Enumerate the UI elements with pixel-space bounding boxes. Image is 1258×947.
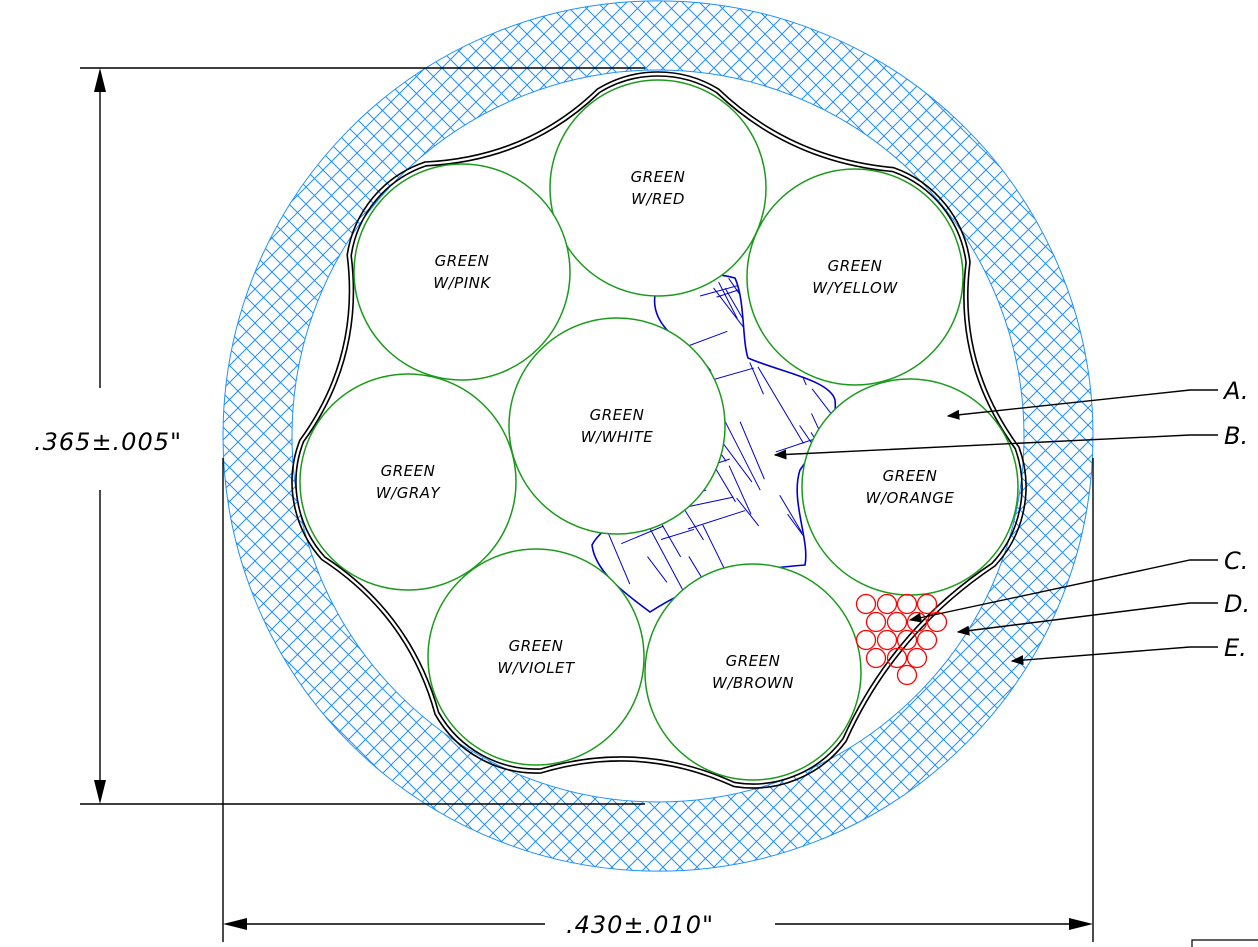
- drain-wire-strands: [855, 593, 948, 686]
- conductors-group: GREENW/REDGREENW/YELLOWGREENW/ORANGEGREE…: [299, 79, 1019, 781]
- callout-leader-a: [946, 389, 1218, 420]
- callout-leader-c: [908, 559, 1218, 623]
- drain-strand: [886, 647, 908, 669]
- dim-height-arrow-bottom: [94, 780, 106, 804]
- dim-width-label: .430±.010": [566, 911, 714, 939]
- drain-strand: [865, 611, 887, 633]
- title-block-corner: [1191, 939, 1258, 947]
- conductor-label-line1: GREEN: [435, 252, 490, 270]
- conductor-label-line1: GREEN: [509, 637, 564, 655]
- conductor-circle: [299, 373, 517, 591]
- shield-outline-outer: [291, 71, 1027, 789]
- drain-strand: [896, 629, 918, 651]
- callout-label-d: D.: [1224, 590, 1250, 618]
- conductor-circle: [427, 548, 645, 766]
- callout-leader-b: [773, 434, 1218, 460]
- conductor-circle: [508, 317, 726, 535]
- dim-height-arrow-top: [94, 68, 106, 92]
- outer-jacket-hatch: [222, 0, 1094, 872]
- conductor-label-line2: W/WHITE: [581, 428, 654, 446]
- conductor-circle: [549, 79, 767, 297]
- callout-label-e: E.: [1224, 634, 1247, 662]
- dim-width-arrow-left: [223, 918, 247, 930]
- conductor-white: GREEN W/WHITE: [508, 317, 726, 535]
- conductor-label-line2: W/RED: [631, 190, 685, 208]
- conductor-label-line1: GREEN: [883, 467, 938, 485]
- shield-layer: [291, 71, 1027, 789]
- conductor-label-line2: W/PINK: [433, 274, 491, 292]
- conductor-label-line2: W/ORANGE: [866, 489, 955, 507]
- conductor-orange: GREEN W/ORANGE: [801, 378, 1019, 596]
- drain-strand: [896, 664, 918, 686]
- drain-strand: [855, 593, 877, 615]
- drain-strand: [855, 629, 877, 651]
- conductor-label-line2: W/YELLOW: [812, 279, 898, 297]
- drain-strand: [886, 611, 908, 633]
- drain-strand: [906, 611, 928, 633]
- callout-label-a: A.: [1222, 377, 1249, 405]
- conductor-label-line1: GREEN: [590, 406, 645, 424]
- callout-label-b: B.: [1224, 422, 1248, 450]
- conductor-label-line1: GREEN: [631, 168, 686, 186]
- conductor-brown: GREEN W/BROWN: [644, 563, 862, 781]
- callout-leader-d: [956, 602, 1218, 636]
- conductor-label-line2: W/BROWN: [712, 674, 794, 692]
- drain-strand: [926, 611, 948, 633]
- conductor-label-line2: W/GRAY: [376, 484, 442, 502]
- conductor-label-line1: GREEN: [381, 462, 436, 480]
- conductor-yellow: GREEN W/YELLOW: [746, 168, 964, 386]
- callout-leader-e: [1010, 646, 1218, 666]
- conductor-label-line1: GREEN: [726, 652, 781, 670]
- conductor-circle: [644, 563, 862, 781]
- conductor-label-line2: W/VIOLET: [497, 659, 576, 677]
- drain-strand: [876, 629, 898, 651]
- drain-strand: [896, 593, 918, 615]
- shield-outline-inner: [295, 75, 1023, 785]
- dim-width-arrow-right: [1069, 918, 1093, 930]
- drain-strand: [865, 647, 887, 669]
- callout-label-c: C.: [1224, 547, 1248, 575]
- dim-height-label: .365±.005": [34, 428, 182, 456]
- conductor-pink: GREEN W/PINK: [353, 163, 571, 381]
- drain-strand: [906, 647, 928, 669]
- conductor-circle: [353, 163, 571, 381]
- conductor-label-line1: GREEN: [828, 257, 883, 275]
- conductor-circle: [746, 168, 964, 386]
- drain-strand: [876, 593, 898, 615]
- conductor-violet: GREEN W/VIOLET: [427, 548, 645, 766]
- conductor-gray: GREEN W/GRAY: [299, 373, 517, 591]
- conductor-red: GREEN W/RED: [549, 79, 767, 297]
- drain-strand: [916, 593, 938, 615]
- drain-strand: [916, 629, 938, 651]
